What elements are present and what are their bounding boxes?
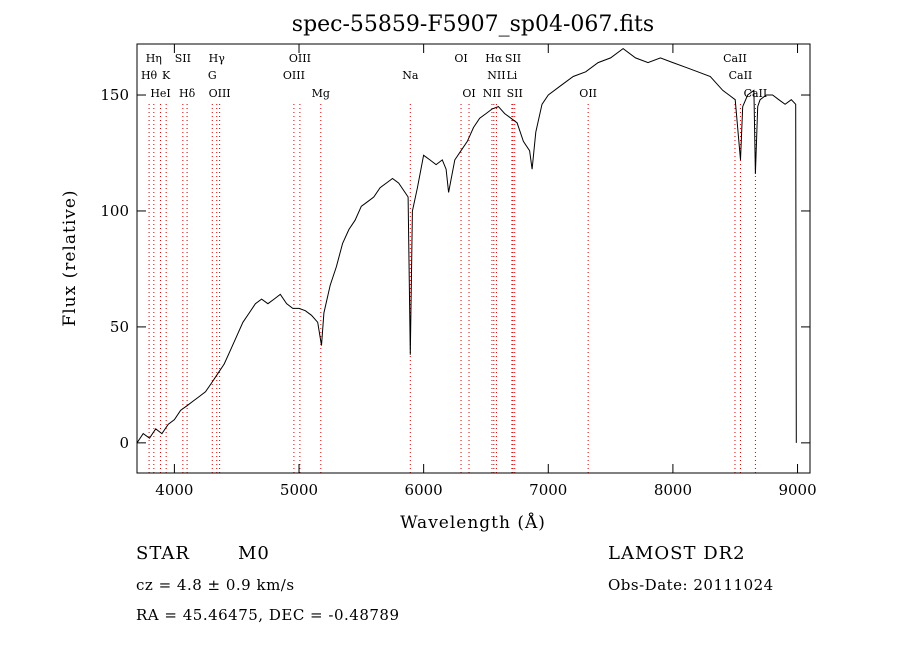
line-marker-label: OIII — [209, 87, 231, 100]
x-tick-label: 6000 — [405, 481, 443, 499]
plot-frame — [136, 43, 811, 474]
line-marker-label: OI — [454, 52, 467, 65]
y-tick-label: 100 — [100, 202, 129, 220]
line-marker-label: CaII — [744, 87, 768, 100]
line-marker-label: G — [208, 69, 217, 82]
line-marker-label: CaII — [723, 52, 747, 65]
y-tick-label: 150 — [100, 86, 129, 104]
line-marker-label: SII — [175, 52, 191, 65]
x-tick-label: 8000 — [654, 481, 692, 499]
line-marker-label: Hγ — [209, 52, 226, 65]
object-class: STAR — [136, 543, 190, 564]
spectrum-line — [136, 47, 797, 444]
line-marker-label: SII — [505, 52, 521, 65]
y-axis-label: Flux (relative) — [60, 189, 80, 326]
line-marker-label: K — [162, 69, 171, 82]
coordinates-text: RA = 45.46475, DEC = -0.48789 — [136, 606, 400, 624]
line-marker-label: HeI — [150, 87, 170, 100]
line-marker-label: NII — [487, 69, 505, 82]
survey-name: LAMOST DR2 — [608, 543, 746, 564]
redshift-text: cz = 4.8 ± 0.9 km/s — [136, 576, 295, 594]
line-marker-label: SII — [507, 87, 523, 100]
line-marker-label: Hδ — [179, 87, 196, 100]
y-tick-label: 0 — [119, 434, 129, 452]
line-marker-label: Li — [506, 69, 517, 82]
x-tick-label: 4000 — [155, 481, 193, 499]
line-marker-label: OIII — [283, 69, 305, 82]
obs-date-text: Obs-Date: 20111024 — [608, 576, 774, 594]
y-axis: 0 50 100 150 — [100, 86, 810, 452]
line-marker-label: OII — [579, 87, 597, 100]
line-marker-label: Hη — [146, 52, 162, 65]
line-marker-label: Na — [402, 69, 419, 82]
x-tick-label: 9000 — [778, 481, 816, 499]
line-marker-label: Hα — [485, 52, 503, 65]
object-subclass: M0 — [238, 543, 270, 564]
line-marker-label: OIII — [289, 52, 311, 65]
line-marker-label: Mg — [312, 87, 330, 100]
line-marker-label: OI — [462, 87, 475, 100]
x-tick-label: 5000 — [280, 481, 318, 499]
line-marker-label: NII — [483, 87, 501, 100]
line-marker-label: CaII — [729, 69, 753, 82]
x-axis: 4000 5000 6000 7000 8000 9000 — [155, 44, 817, 499]
y-tick-label: 50 — [110, 318, 129, 336]
chart-title: spec-55859-F5907_sp04-067.fits — [292, 12, 654, 37]
line-marker-label: Hθ — [141, 69, 158, 82]
x-tick-label: 7000 — [529, 481, 567, 499]
x-axis-label: Wavelength (Å) — [400, 512, 546, 533]
